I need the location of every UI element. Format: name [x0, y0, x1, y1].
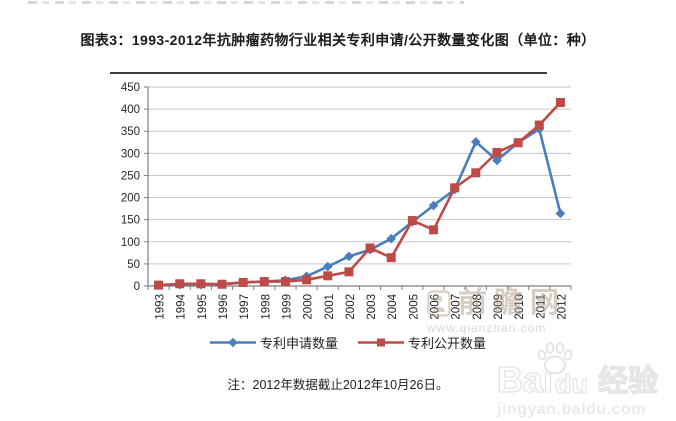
- square-marker: [471, 168, 481, 178]
- square-marker: [323, 271, 333, 281]
- x-tick-label: 2008: [472, 294, 484, 320]
- chart-title: 图表3：1993-2012年抗肿瘤药物行业相关专利申请/公开数量变化图（单位：种…: [80, 32, 596, 48]
- x-tick-label: 1995: [197, 294, 209, 320]
- square-marker: [154, 280, 164, 290]
- square-marker: [513, 138, 523, 148]
- square-marker: [280, 277, 290, 287]
- y-tick-label: 200: [121, 193, 140, 205]
- line-chart: 0 50 100 150 200 250 300 350 400 450 1993 1994 1995 1…: [100, 82, 600, 332]
- square-marker: [492, 147, 502, 157]
- y-tick-label: 100: [121, 237, 140, 249]
- square-marker: [196, 279, 206, 289]
- square-marker: [450, 183, 460, 193]
- y-tick-label: 0: [134, 281, 140, 293]
- legend-line-diamond-icon: [209, 337, 256, 348]
- x-tick-label: 1999: [281, 294, 293, 320]
- y-tick-label: 350: [121, 126, 140, 138]
- legend-label: 专利申请数量: [259, 336, 338, 351]
- clipped-text-remnant: [28, 1, 464, 4]
- square-marker: [217, 279, 227, 289]
- square-marker: [259, 277, 269, 287]
- square-marker: [429, 225, 439, 235]
- diamond-marker: [322, 261, 333, 272]
- diamond-marker: [555, 208, 566, 219]
- y-tick-label: 300: [121, 148, 140, 160]
- x-tick-label: 2003: [366, 294, 378, 320]
- legend-line-square-icon: [358, 338, 404, 347]
- x-tick-label: 2012: [556, 294, 568, 320]
- chart-canvas: 0 50 100 150 200 250 300 350 400 450 1993 1994 1995 1…: [121, 82, 572, 320]
- x-tick-label: 2002: [345, 294, 357, 320]
- square-marker: [238, 277, 248, 287]
- chart-legend: 专利申请数量 专利公开数量: [20, 333, 676, 352]
- square-marker: [407, 216, 417, 226]
- x-tick-label: 2004: [387, 293, 399, 319]
- x-tick-label: 2000: [303, 294, 315, 320]
- x-tick-label: 2005: [408, 294, 420, 320]
- square-marker: [555, 97, 565, 107]
- x-tick-label: 2001: [324, 294, 336, 320]
- series-line-1: [157, 101, 562, 287]
- x-tick-label: 2009: [493, 294, 505, 320]
- square-marker: [302, 275, 312, 285]
- square-marker: [175, 279, 185, 289]
- square-marker: [534, 120, 544, 130]
- chart-note: 注：2012年数据截止2012年10月26日。: [227, 378, 449, 392]
- x-tick-label: 1997: [239, 294, 251, 320]
- legend-item-1: 专利公开数量: [358, 333, 486, 352]
- legend-item-0: 专利申请数量: [209, 333, 338, 352]
- diamond-marker: [386, 233, 397, 244]
- x-tick-label: 1998: [260, 294, 272, 320]
- square-marker: [386, 253, 396, 263]
- x-tick-label: 2006: [430, 294, 442, 320]
- x-tick-label: 1993: [155, 294, 167, 320]
- baidu-url: jingyan.baidu.com: [497, 401, 646, 418]
- square-marker: [344, 267, 354, 277]
- y-tick-label: 50: [127, 259, 140, 271]
- y-tick-label: 400: [121, 104, 140, 116]
- x-tick-label: 1996: [218, 294, 230, 320]
- y-tick-label: 150: [121, 215, 140, 227]
- diamond-marker: [344, 251, 354, 262]
- x-tick-label: 2011: [535, 294, 547, 319]
- legend-label: 专利公开数量: [408, 336, 487, 351]
- title-underline: [110, 72, 547, 74]
- x-tick-label: 2010: [514, 294, 526, 320]
- y-tick-label: 450: [121, 82, 140, 94]
- x-tick-label: 2007: [451, 294, 463, 320]
- square-marker: [365, 243, 375, 253]
- y-tick-label: 250: [121, 170, 140, 182]
- x-tick-label: 1994: [176, 293, 188, 319]
